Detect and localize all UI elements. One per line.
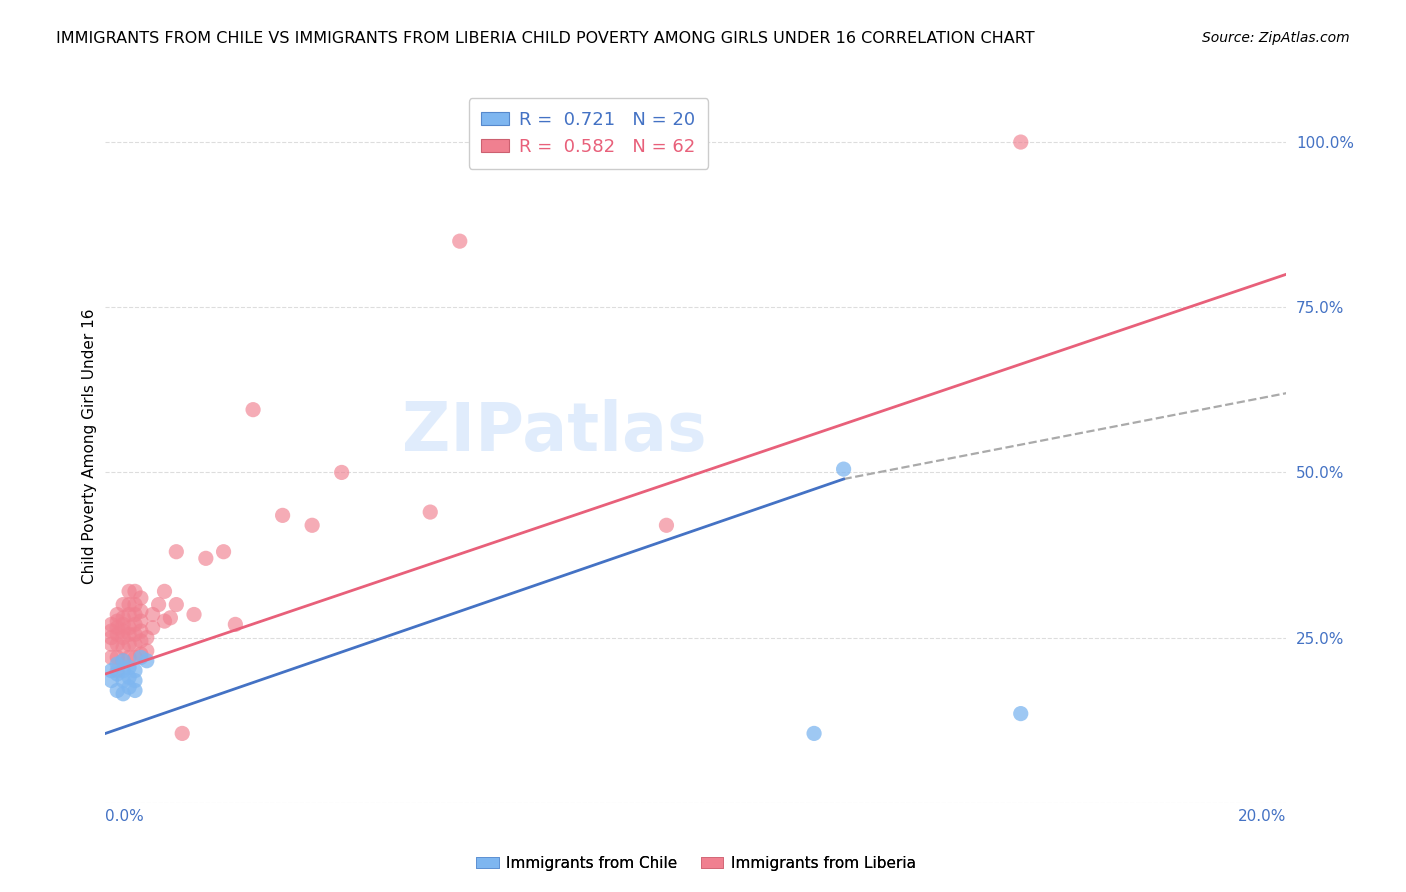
Point [271,508,294,523]
Point [112,624,135,638]
Point [124,584,146,599]
Point [803,726,825,740]
Point [118,598,141,612]
Point [105,657,128,671]
Text: 20.0%: 20.0% [1239,809,1286,823]
Point [124,598,146,612]
Point [165,545,187,559]
Point [112,673,135,688]
Point [100,624,122,638]
Point [118,627,141,641]
Point [124,683,146,698]
Point [242,402,264,417]
Point [124,607,146,622]
Point [105,614,128,628]
Point [118,637,141,651]
Point [112,687,135,701]
Point [129,650,152,665]
Point [212,545,235,559]
Point [194,551,217,566]
Point [183,607,205,622]
Point [100,673,122,688]
Point [105,627,128,641]
Point [112,598,135,612]
Point [124,627,146,641]
Point [135,631,157,645]
Point [135,654,157,668]
Point [129,647,152,661]
Point [129,624,152,638]
Y-axis label: Child Poverty Among Girls Under 16: Child Poverty Among Girls Under 16 [82,309,97,583]
Point [224,617,246,632]
Point [112,664,135,678]
Text: Source: ZipAtlas.com: Source: ZipAtlas.com [1202,31,1350,45]
Point [100,664,122,678]
Text: ZIPatlas: ZIPatlas [402,399,707,465]
Point [112,654,135,668]
Point [1010,706,1032,721]
Text: IMMIGRANTS FROM CHILE VS IMMIGRANTS FROM LIBERIA CHILD POVERTY AMONG GIRLS UNDER: IMMIGRANTS FROM CHILE VS IMMIGRANTS FROM… [56,31,1035,46]
Point [153,614,176,628]
Point [105,667,128,681]
Point [105,683,128,698]
Point [129,614,152,628]
Point [1010,135,1032,149]
Point [129,591,152,605]
Point [159,611,181,625]
Point [142,621,165,635]
Point [118,660,141,674]
Point [118,670,141,684]
Point [419,505,441,519]
Text: 0.0%: 0.0% [105,809,145,823]
Point [142,607,165,622]
Point [112,617,135,632]
Point [301,518,323,533]
Point [655,518,678,533]
Point [124,650,146,665]
Point [105,637,128,651]
Point [449,234,471,248]
Point [135,644,157,658]
Point [112,611,135,625]
Point [112,640,135,655]
Point [172,726,194,740]
Point [118,621,141,635]
Point [100,650,122,665]
Point [100,631,122,645]
Point [832,462,855,476]
Point [153,584,176,599]
Point [124,673,146,688]
Point [118,584,141,599]
Point [124,617,146,632]
Point [105,664,128,678]
Point [148,598,170,612]
Point [165,598,187,612]
Legend: Immigrants from Chile, Immigrants from Liberia: Immigrants from Chile, Immigrants from L… [470,850,922,877]
Point [330,466,353,480]
Point [129,634,152,648]
Point [105,621,128,635]
Point [129,604,152,618]
Point [118,650,141,665]
Point [100,617,122,632]
Point [124,637,146,651]
Point [124,664,146,678]
Point [118,607,141,622]
Point [118,680,141,694]
Point [100,637,122,651]
Point [112,631,135,645]
Point [105,650,128,665]
Point [105,607,128,622]
Point [112,654,135,668]
